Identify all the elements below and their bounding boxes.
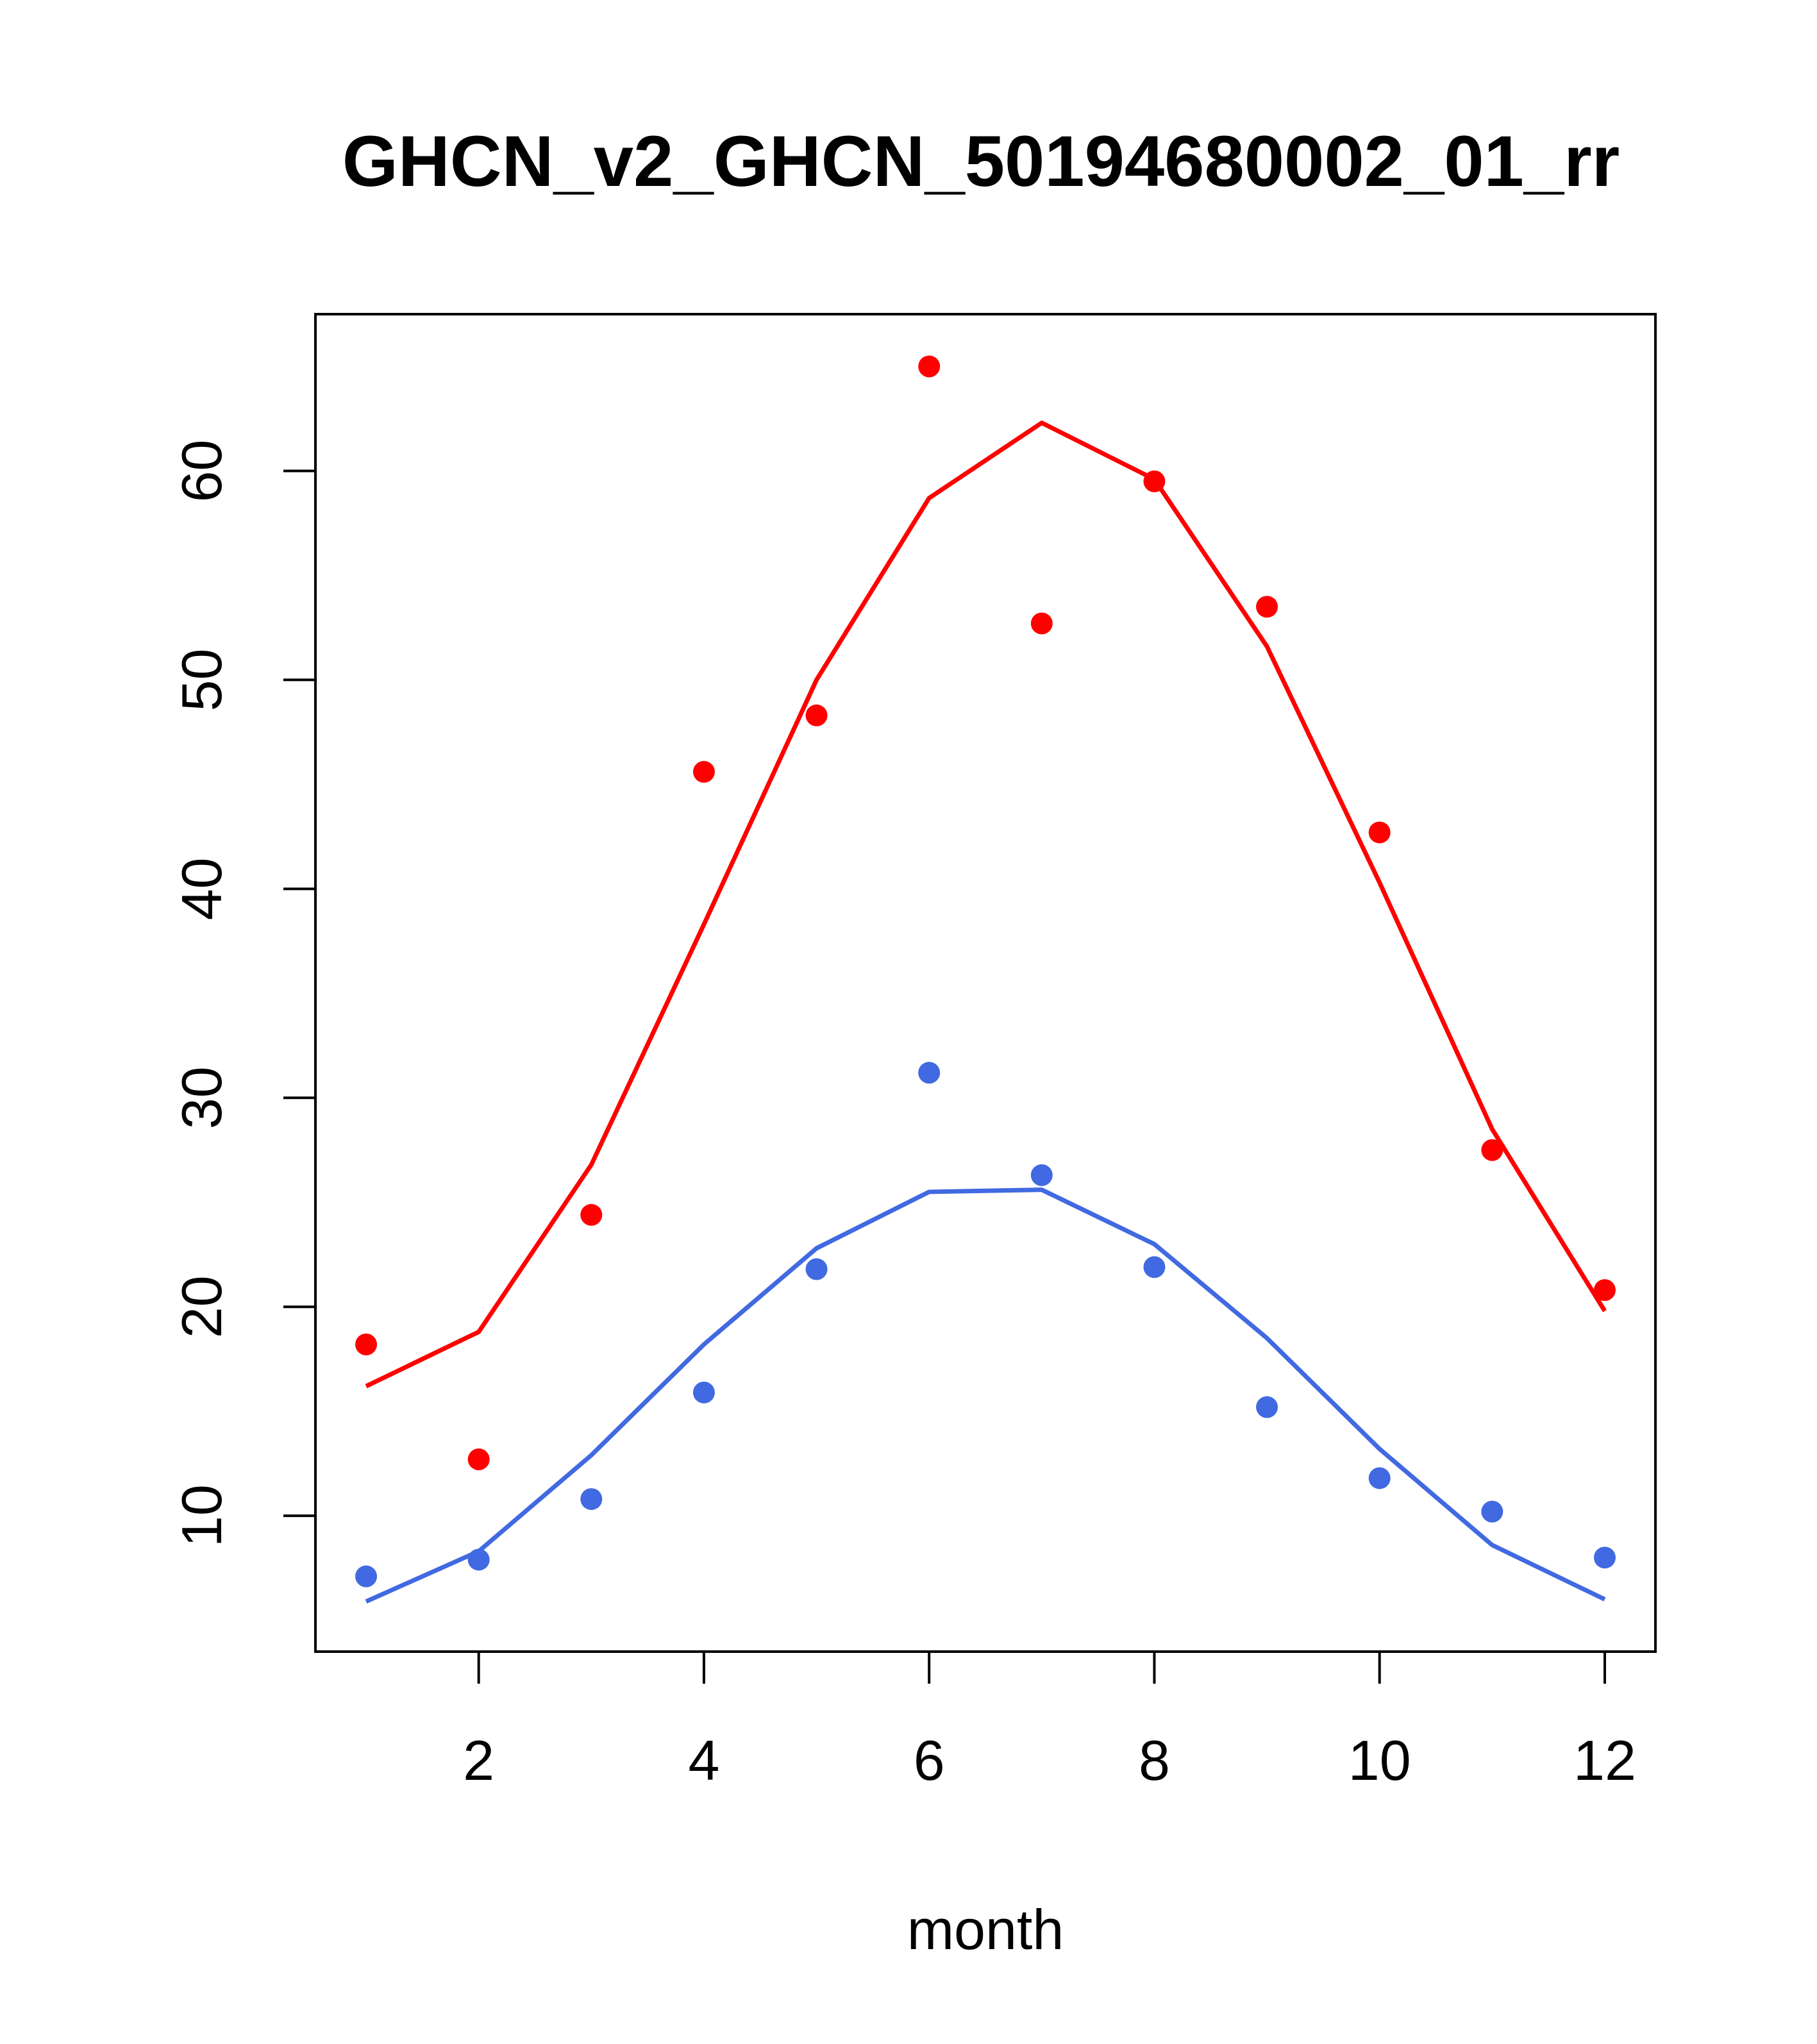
data-point [1481,1139,1503,1161]
series-1 [355,355,1616,1471]
data-point [1256,596,1278,618]
plot-frame [314,313,1657,1653]
series-2 [355,1062,1616,1604]
data-point [805,1258,828,1280]
x-tick-label: 4 [688,1729,719,1792]
data-point [355,1333,378,1355]
data-point [1256,1396,1278,1418]
data-point [1143,470,1166,492]
data-point [580,1203,603,1226]
x-tick-label: 12 [1573,1729,1636,1792]
data-point [580,1488,603,1511]
data-point [1481,1500,1503,1523]
data-point [805,704,828,726]
chart-title: GHCN_v2_GHCN_50194680002_01_rr [342,121,1620,201]
data-point [1593,1546,1616,1569]
data-point [1030,612,1053,635]
series-layer [355,355,1616,1604]
y-tick-label: 40 [170,857,233,920]
data-point [692,1381,715,1403]
x-tick-label: 2 [463,1729,494,1792]
data-point [1368,821,1391,844]
x-axis-label: month [907,1898,1064,1961]
y-tick-label: 30 [170,1066,233,1129]
x-axis: 2 4 6 8 10 12 [463,1652,1636,1792]
data-point [918,1062,941,1084]
y-tick-label: 60 [170,440,233,503]
series-line [365,420,1607,1389]
data-point [1593,1279,1616,1302]
data-point [1368,1467,1391,1489]
y-tick-label: 50 [170,648,233,711]
x-tick-label: 8 [1139,1729,1170,1792]
y-axis: 10 20 30 40 50 60 [170,440,315,1547]
data-point [1030,1164,1053,1186]
y-tick-label: 10 [170,1484,233,1547]
x-tick-label: 10 [1348,1729,1411,1792]
data-point [355,1565,378,1587]
series-line [365,1187,1606,1604]
data-point [467,1448,490,1471]
data-point [918,355,941,378]
x-tick-label: 6 [914,1729,945,1792]
data-point [1143,1256,1166,1278]
y-tick-label: 20 [170,1275,233,1338]
data-point [692,760,715,783]
data-point [467,1548,490,1571]
